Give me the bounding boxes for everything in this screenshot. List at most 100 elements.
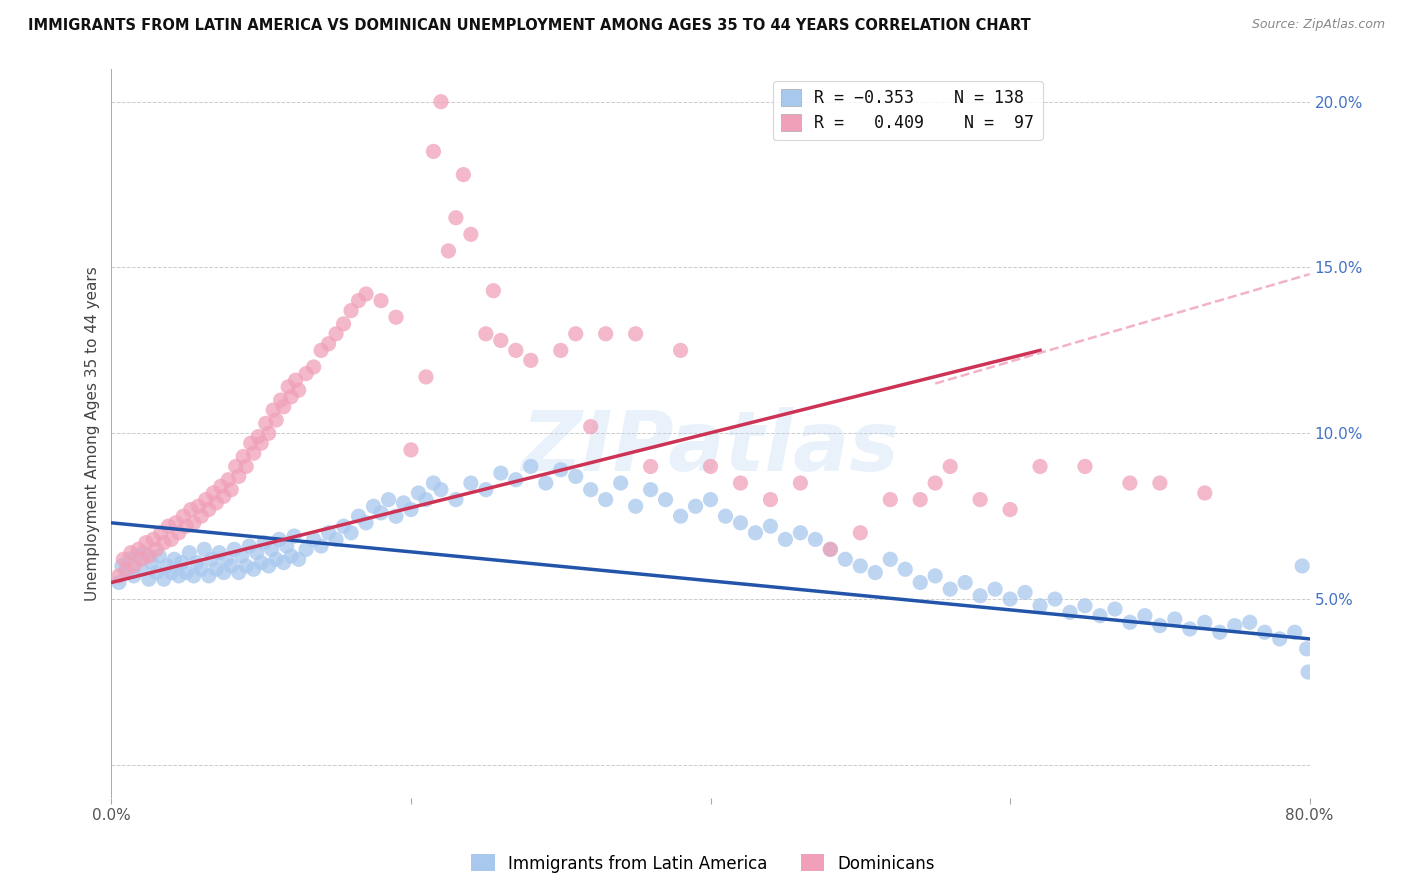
Point (685, 500, 707, 514)
Point (228, 469, 250, 483)
Point (219, 483, 242, 497)
Point (430, 95, 453, 109)
Point (669, 509, 692, 524)
Point (332, 317, 354, 331)
Point (1119, 476, 1142, 491)
Legend: R = −0.353    N = 138, R =   0.409    N =  97: R = −0.353 N = 138, R = 0.409 N = 97 (773, 80, 1043, 140)
Point (392, 496, 415, 510)
Point (564, 326, 586, 341)
Point (250, 556, 273, 570)
Point (564, 469, 586, 483)
Point (273, 400, 295, 414)
Point (699, 492, 721, 507)
Point (1029, 459, 1052, 474)
Point (550, 343, 572, 358)
Point (422, 145, 444, 159)
Point (325, 533, 347, 547)
Point (295, 367, 318, 381)
Point (111, 558, 134, 573)
Legend: Immigrants from Latin America, Dominicans: Immigrants from Latin America, Dominican… (464, 847, 942, 880)
Point (1254, 625, 1277, 640)
Point (1284, 625, 1306, 640)
Point (759, 492, 782, 507)
Point (212, 566, 235, 580)
Point (595, 326, 617, 341)
Point (489, 466, 512, 480)
Point (238, 539, 260, 553)
Point (579, 419, 602, 434)
Point (347, 293, 370, 308)
Point (231, 549, 253, 563)
Point (340, 525, 363, 540)
Point (377, 492, 399, 507)
Point (1239, 615, 1261, 630)
Point (969, 589, 991, 603)
Point (127, 542, 149, 557)
Point (347, 509, 370, 524)
Text: ZIPatlas: ZIPatlas (522, 408, 900, 489)
Point (1088, 608, 1111, 623)
Point (789, 525, 811, 540)
Point (1043, 592, 1066, 607)
Point (232, 450, 254, 464)
Point (1194, 615, 1216, 630)
Point (194, 492, 217, 507)
Point (804, 533, 827, 547)
Point (939, 582, 962, 596)
Point (157, 519, 180, 533)
Point (399, 502, 422, 516)
Point (482, 284, 505, 298)
Point (363, 500, 385, 514)
Point (246, 546, 269, 560)
Point (332, 519, 354, 533)
Point (176, 519, 198, 533)
Text: IMMIGRANTS FROM LATIN AMERICA VS DOMINICAN UNEMPLOYMENT AMONG AGES 35 TO 44 YEAR: IMMIGRANTS FROM LATIN AMERICA VS DOMINIC… (28, 18, 1031, 33)
Point (453, 168, 475, 182)
Point (1178, 622, 1201, 636)
Point (340, 303, 363, 318)
Point (242, 446, 264, 460)
Point (148, 549, 170, 563)
Point (201, 552, 224, 566)
Point (908, 575, 931, 590)
Point (135, 535, 157, 549)
Point (253, 535, 276, 549)
Point (998, 502, 1021, 516)
Point (277, 380, 299, 394)
Point (228, 566, 250, 580)
Point (1104, 602, 1126, 616)
Point (325, 326, 347, 341)
Point (149, 525, 172, 540)
Point (309, 343, 332, 358)
Point (385, 310, 408, 325)
Point (654, 492, 676, 507)
Point (225, 459, 247, 474)
Point (115, 562, 138, 576)
Point (759, 519, 782, 533)
Point (624, 500, 647, 514)
Point (254, 417, 277, 431)
Point (849, 558, 872, 573)
Point (287, 383, 309, 397)
Point (430, 483, 453, 497)
Point (217, 473, 239, 487)
Point (460, 476, 482, 491)
Point (167, 525, 190, 540)
Point (115, 566, 138, 580)
Point (262, 403, 284, 417)
Point (437, 244, 460, 258)
Point (141, 556, 163, 570)
Point (998, 592, 1021, 607)
Point (505, 473, 527, 487)
Point (879, 552, 901, 566)
Point (669, 343, 692, 358)
Point (170, 556, 193, 570)
Point (1223, 618, 1246, 632)
Point (156, 558, 179, 573)
Point (264, 552, 287, 566)
Point (1133, 608, 1156, 623)
Point (131, 552, 153, 566)
Point (730, 476, 752, 491)
Point (939, 459, 962, 474)
Point (202, 486, 225, 500)
